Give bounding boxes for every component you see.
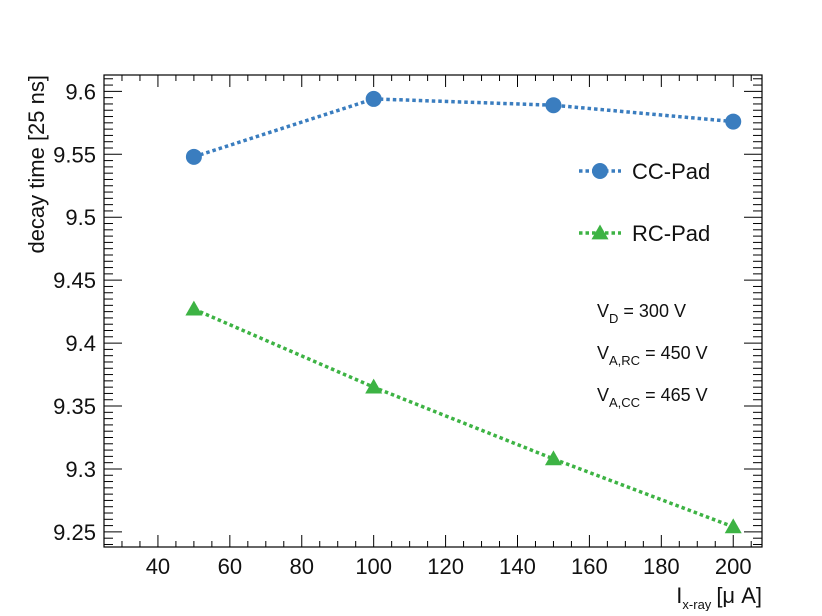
annotation-voltage: VD = 300 V [597, 301, 686, 326]
x-axis-title-unit: [μ A] [716, 583, 762, 608]
y-tick-label: 9.25 [53, 520, 96, 545]
annotation-main: V [597, 301, 609, 321]
annotation-main: V [597, 385, 609, 405]
data-point-cc-pad [365, 90, 382, 107]
legend-label-rc-pad: RC-Pad [632, 221, 710, 246]
annotation-rest: = 300 V [618, 301, 686, 321]
series-layer [185, 90, 742, 534]
y-tick-label: 9.3 [65, 457, 96, 482]
y-tick-label: 9.55 [53, 142, 96, 167]
data-point-rc-pad [365, 378, 383, 394]
series-line-cc-pad [193, 97, 734, 159]
legend-item-cc-pad: CC-Pad [579, 159, 710, 184]
annotation-main: V [597, 343, 609, 363]
y-tick-label: 9.6 [65, 79, 96, 104]
x-tick-label: 60 [218, 554, 242, 579]
annotation-rest: = 450 V [640, 343, 708, 363]
x-tick-label: 80 [290, 554, 314, 579]
x-tick-label: 120 [427, 554, 464, 579]
x-tick-label: 140 [499, 554, 536, 579]
legend-label-cc-pad: CC-Pad [632, 159, 710, 184]
annotation-rest: = 465 V [640, 385, 708, 405]
annotation-voltage: VA,CC = 465 V [597, 385, 708, 410]
x-tick-label: 200 [715, 554, 752, 579]
series-rc-pad [185, 300, 742, 534]
x-tick-label: 40 [146, 554, 170, 579]
data-point-cc-pad [185, 148, 202, 165]
annotation-sub: D [609, 311, 618, 326]
legend-item-rc-pad: RC-Pad [579, 221, 710, 246]
data-point-rc-pad [185, 300, 203, 316]
plot-frame [103, 74, 763, 548]
y-tick-label: 9.5 [65, 205, 96, 230]
x-tick-label: 180 [643, 554, 680, 579]
x-tick-label: 100 [355, 554, 392, 579]
x-axis-title-main: I [676, 583, 682, 608]
x-axis-title: Ix-ray [μ A] [676, 583, 762, 611]
annotation-sub: A,CC [609, 395, 640, 410]
annotation-voltage: VA,RC = 450 V [597, 343, 708, 368]
y-tick-label: 9.45 [53, 268, 96, 293]
x-tick-label: 160 [571, 554, 608, 579]
y-tick-label: 9.4 [65, 331, 96, 356]
legend-marker-cc-pad [592, 163, 608, 179]
y-axis-title: decay time [25 ns] [24, 75, 49, 254]
legend: CC-Pad RC-Pad [579, 159, 710, 246]
x-axis-title-sub: x-ray [682, 597, 711, 611]
y-tick-label: 9.35 [53, 394, 96, 419]
annotations: VD = 300 VVA,RC = 450 VVA,CC = 465 V [597, 301, 708, 410]
data-point-cc-pad [725, 113, 742, 130]
data-point-rc-pad [724, 518, 742, 534]
data-point-cc-pad [545, 97, 562, 114]
ticks: 40 60 80 100 120 140 160 180 200 9.25 9.3 9.35 9.4 9.… [53, 75, 762, 579]
annotation-sub: A,RC [609, 353, 640, 368]
series-cc-pad [185, 90, 742, 165]
series-line-rc-pad [193, 307, 734, 529]
data-point-rc-pad [544, 450, 562, 466]
legend-marker-rc-pad [591, 224, 609, 240]
